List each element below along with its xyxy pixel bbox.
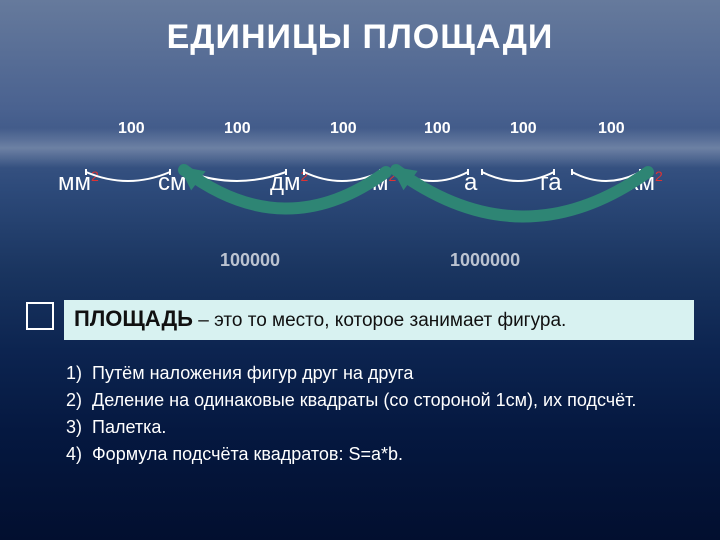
list-text: Палетка. — [92, 414, 166, 441]
factor-4: 100 — [510, 120, 537, 138]
big-factor-0: 100000 — [220, 250, 280, 271]
list-item: 3) Палетка. — [56, 414, 690, 441]
unit-base: км — [628, 169, 655, 196]
definition-box: ПЛОЩАДЬ – это то место, которое занимает… — [64, 300, 694, 340]
factor-2: 100 — [330, 120, 357, 138]
factor-3: 100 — [424, 120, 451, 138]
unit-base: м — [372, 169, 389, 196]
list-item: 1) Путём наложения фигур друг на друга — [56, 360, 690, 387]
list-item: 4) Формула подсчёта квадратов: S=a*b. — [56, 441, 690, 468]
factor-5: 100 — [598, 120, 625, 138]
list-item: 2) Деление на одинаковые квадраты (со ст… — [56, 387, 690, 414]
unit-sup: 2 — [187, 168, 195, 184]
list-text: Путём наложения фигур друг на друга — [92, 360, 413, 387]
definition-rest: – это то место, которое занимает фигура. — [193, 310, 566, 331]
unit-6: км2 — [628, 168, 663, 197]
unit-base: а — [464, 169, 477, 196]
list-num: 3) — [56, 414, 82, 441]
unit-2: дм2 — [270, 168, 308, 197]
big-factor-1: 1000000 — [450, 250, 520, 271]
list-num: 2) — [56, 387, 82, 414]
list-num: 4) — [56, 441, 82, 468]
list-text: Формула подсчёта квадратов: S=a*b. — [92, 441, 403, 468]
list-text: Деление на одинаковые квадраты (со сторо… — [92, 387, 636, 414]
checkbox-icon — [26, 302, 54, 330]
definition-term: ПЛОЩАДЬ — [74, 306, 193, 331]
unit-base: га — [540, 169, 562, 196]
unit-0: мм2 — [58, 168, 99, 197]
page-title: ЕДИНИЦЫ ПЛОЩАДИ — [0, 0, 720, 57]
factor-0: 100 — [118, 120, 145, 138]
big-factors-row: 100000 1000000 — [0, 250, 720, 278]
unit-base: мм — [58, 169, 91, 196]
unit-base: дм — [270, 169, 301, 196]
methods-list: 1) Путём наложения фигур друг на друга 2… — [56, 360, 690, 468]
unit-base: см — [158, 169, 187, 196]
unit-sup: 2 — [301, 168, 309, 184]
unit-1: см2 — [158, 168, 194, 197]
units-row: мм2 см2 дм2 м2 а га км2 — [0, 168, 720, 212]
unit-5: га — [540, 168, 562, 197]
factors-row: 100 100 100 100 100 100 — [0, 120, 720, 140]
unit-3: м2 — [372, 168, 396, 197]
unit-sup: 2 — [389, 168, 397, 184]
unit-sup: 2 — [91, 168, 99, 184]
factor-1: 100 — [224, 120, 251, 138]
list-num: 1) — [56, 360, 82, 387]
unit-sup: 2 — [655, 168, 663, 184]
unit-4: а — [464, 168, 477, 197]
definition-row: ПЛОЩАДЬ – это то место, которое занимает… — [26, 300, 694, 340]
